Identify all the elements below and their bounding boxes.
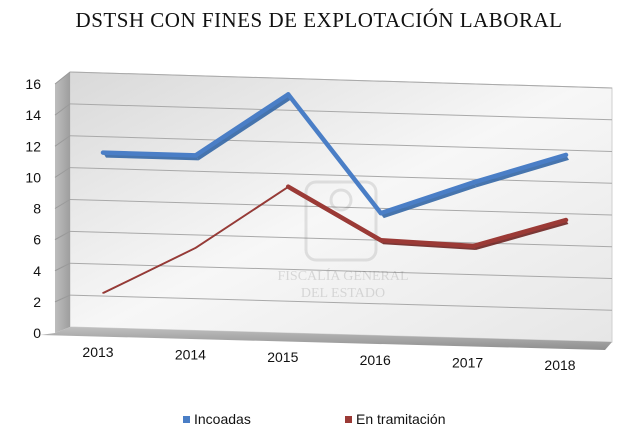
chart-floor xyxy=(40,327,612,350)
gridline-16 xyxy=(69,71,613,89)
gridline-6 xyxy=(69,230,613,248)
x-tick-2014: 2014 xyxy=(175,347,206,363)
legend-swatch-incoadas xyxy=(183,415,190,423)
segment-incoadas-2017-2018 xyxy=(471,152,569,185)
watermark-text-line2: DEL ESTADO xyxy=(301,286,385,301)
segment-en-tramitaci-n-2016-2017 xyxy=(378,237,476,249)
x-tick-2016: 2016 xyxy=(360,352,391,368)
legend-incoadas: Incoadas xyxy=(183,411,251,427)
segment-incoadas-2015-2016 xyxy=(285,92,384,216)
series-en-tramitaci-n xyxy=(102,184,569,294)
side-gridline-10 xyxy=(54,167,71,178)
y-tick-8: 8 xyxy=(33,201,41,217)
chart-title: DSTSH CON FINES DE EXPLOTACIÓN LABORAL xyxy=(75,8,563,32)
y-tick-12: 12 xyxy=(25,138,41,154)
x-tick-2013: 2013 xyxy=(82,344,113,360)
chart-side-wall xyxy=(55,72,70,333)
segment-en-tramitaci-n-2014-2015 xyxy=(194,185,289,249)
segment-en-tramitaci-n-2013-2014 xyxy=(102,246,197,294)
segment-incoadas-2016-2017 xyxy=(378,180,476,216)
watermark-text-line1: FISCALÍA GENERAL xyxy=(277,267,408,284)
x-tick-2017: 2017 xyxy=(452,354,483,370)
legend-label-en-tramitacion: En tramitación xyxy=(356,411,446,427)
legend-swatch-en-tramitacion xyxy=(345,415,352,423)
y-tick-6: 6 xyxy=(33,232,41,248)
gridline-12 xyxy=(69,135,613,152)
y-tick-14: 14 xyxy=(25,107,41,123)
side-gridline-8 xyxy=(54,199,71,209)
x-tick-2015: 2015 xyxy=(267,349,298,365)
gridline-8 xyxy=(69,199,613,216)
side-gridline-6 xyxy=(54,230,71,241)
y-tick-2: 2 xyxy=(33,294,41,310)
x-tick-2018: 2018 xyxy=(544,357,575,373)
legend-en-tramitacion: En tramitación xyxy=(345,411,445,427)
gridline-10 xyxy=(69,167,613,184)
segment-en-tramitaci-n-2017-2018 xyxy=(471,217,569,249)
side-gridline-2 xyxy=(54,294,71,303)
y-tick-16: 16 xyxy=(25,76,41,92)
watermark-seal xyxy=(304,180,378,262)
segment-incoadas-2013-2014 xyxy=(100,150,198,158)
gridline-14 xyxy=(69,103,613,121)
side-gridline-4 xyxy=(54,262,71,272)
side-gridline-14 xyxy=(54,103,71,116)
watermark-crown xyxy=(329,188,353,212)
y-tick-0: 0 xyxy=(33,325,41,341)
y-tick-10: 10 xyxy=(25,169,41,185)
segment-shade-incoadas-1 xyxy=(195,94,292,161)
legend-label-incoadas: Incoadas xyxy=(194,411,251,427)
side-gridline-12 xyxy=(54,135,71,147)
side-gridline-16 xyxy=(54,71,71,85)
y-tick-4: 4 xyxy=(33,263,41,279)
series-incoadas xyxy=(100,92,569,219)
segment-incoadas-2014-2015 xyxy=(193,92,291,158)
gridline-2 xyxy=(69,294,613,311)
segment-en-tramitaci-n-2015-2016 xyxy=(285,184,384,243)
